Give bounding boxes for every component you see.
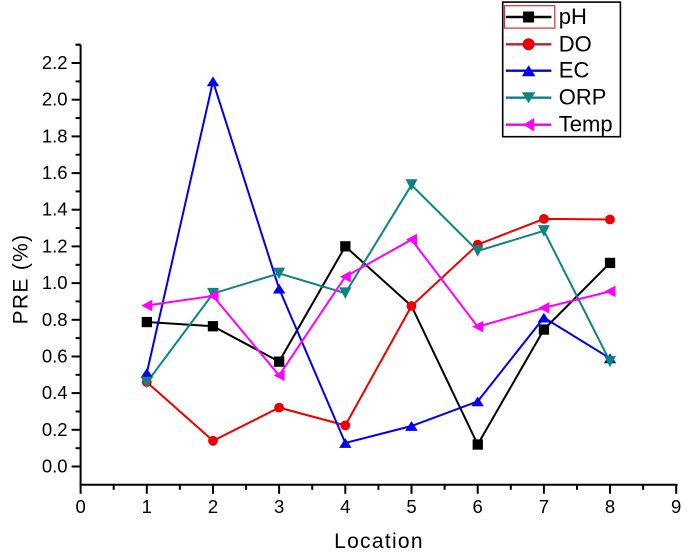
svg-text:DO: DO: [559, 31, 592, 56]
svg-text:8: 8: [605, 496, 615, 517]
svg-text:0.4: 0.4: [42, 382, 68, 403]
svg-text:0: 0: [75, 496, 85, 517]
svg-text:2.0: 2.0: [42, 89, 68, 110]
svg-text:pH: pH: [559, 4, 587, 29]
svg-text:9: 9: [671, 496, 681, 517]
svg-text:5: 5: [406, 496, 416, 517]
svg-text:EC: EC: [559, 58, 590, 83]
svg-text:1.8: 1.8: [42, 125, 68, 146]
svg-text:PRE (%): PRE (%): [10, 234, 33, 325]
svg-text:2.2: 2.2: [42, 52, 68, 73]
svg-text:2: 2: [208, 496, 218, 517]
svg-text:7: 7: [539, 496, 549, 517]
svg-text:0.6: 0.6: [42, 346, 68, 367]
svg-text:3: 3: [274, 496, 284, 517]
svg-text:ORP: ORP: [559, 85, 607, 110]
svg-text:1.4: 1.4: [42, 199, 68, 220]
svg-text:1.6: 1.6: [42, 162, 68, 183]
svg-text:0.2: 0.2: [42, 419, 68, 440]
svg-text:1.2: 1.2: [42, 235, 68, 256]
svg-text:4: 4: [340, 496, 350, 517]
svg-text:Location: Location: [334, 530, 424, 553]
svg-text:Temp: Temp: [559, 112, 613, 137]
svg-text:1.0: 1.0: [42, 272, 68, 293]
svg-text:1: 1: [142, 496, 152, 517]
svg-text:0.8: 0.8: [42, 309, 68, 330]
svg-text:6: 6: [473, 496, 483, 517]
svg-text:0.0: 0.0: [42, 456, 68, 477]
